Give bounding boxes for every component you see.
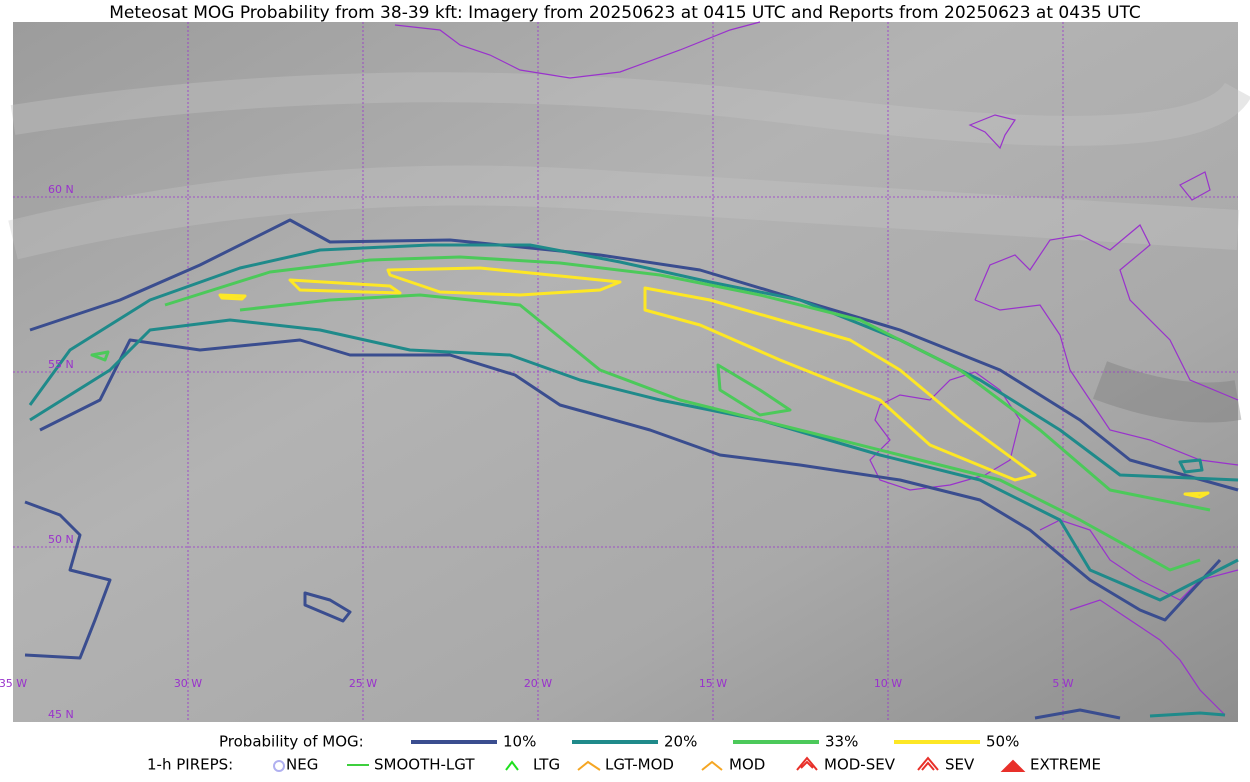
lon-label: 25 W — [349, 677, 377, 690]
map: 60 N 55 N 50 N 45 N 35 W 30 W 25 W 20 W … — [0, 21, 1250, 722]
legend: Probability of MOG: 1-h PIREPS: 10% 20% 33… — [147, 733, 1101, 774]
legend-entry: EXTREME — [1030, 756, 1101, 774]
lon-label: 20 W — [524, 677, 552, 690]
pirep-symbol — [577, 760, 601, 771]
legend-entry: MOD-SEV — [824, 756, 896, 774]
legend-entry: 10% — [503, 733, 536, 751]
lon-label: 35 W — [0, 677, 27, 690]
probability-contours — [24, 218, 1239, 720]
legend-entry: 50% — [986, 733, 1019, 751]
pirep-symbol — [701, 760, 723, 771]
pirep-symbol — [273, 760, 285, 772]
title: Meteosat MOG Probability from 38-39 kft:… — [109, 3, 1141, 23]
legend-entry: SMOOTH-LGT — [374, 756, 475, 774]
legend-label: Probability of MOG: — [219, 733, 364, 751]
lon-label: 10 W — [874, 677, 902, 690]
lat-label: 60 N — [48, 183, 74, 196]
legend-entry: SEV — [945, 756, 975, 774]
legend-label: 1-h PIREPS: — [147, 756, 233, 774]
legend-entry: LGT-MOD — [605, 756, 674, 774]
legend-entry: NEG — [286, 756, 318, 774]
lon-label: 15 W — [699, 677, 727, 690]
pirep-symbol — [917, 756, 939, 771]
legend-entry: 20% — [664, 733, 697, 751]
lat-label: 55 N — [48, 358, 74, 371]
coastlines — [394, 21, 1239, 716]
legend-entry: MOD — [729, 756, 765, 774]
grid — [13, 22, 1238, 722]
legend-entry: 33% — [825, 733, 858, 751]
lon-label: 30 W — [174, 677, 202, 690]
pirep-symbol — [796, 756, 818, 771]
lat-label: 45 N — [48, 708, 74, 721]
lon-label: 5 W — [1052, 677, 1073, 690]
pirep-symbol — [1000, 759, 1026, 772]
legend-entry: LTG — [533, 756, 560, 774]
lat-label: 50 N — [48, 533, 74, 546]
pirep-symbol — [505, 760, 519, 771]
